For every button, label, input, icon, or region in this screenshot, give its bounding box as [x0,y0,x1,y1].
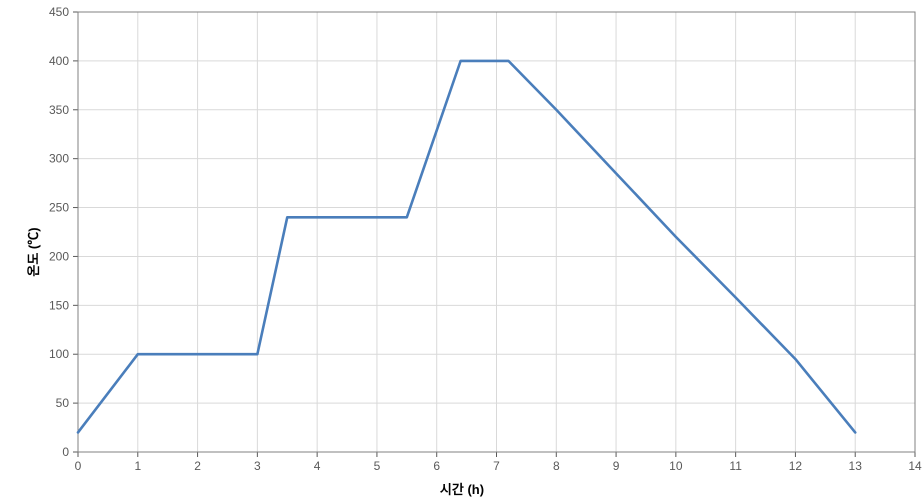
x-tick-label: 12 [789,459,803,473]
y-tick-label: 450 [49,5,69,19]
y-axis-label: 온도 (℃) [23,227,42,276]
x-tick-label: 10 [669,459,683,473]
y-tick-label: 300 [49,152,69,166]
y-tick-label: 100 [49,347,69,361]
x-tick-label: 14 [908,459,922,473]
x-tick-label: 6 [433,459,440,473]
y-tick-label: 50 [56,396,70,410]
chart-container: 0123456789101112131405010015020025030035… [0,0,924,504]
x-axis-label: 시간 (h) [440,479,484,498]
x-tick-label: 7 [493,459,500,473]
y-tick-label: 150 [49,298,69,312]
y-tick-label: 350 [49,103,69,117]
x-tick-label: 8 [553,459,560,473]
y-tick-label: 400 [49,54,69,68]
y-tick-label: 0 [62,445,69,459]
y-tick-label: 250 [49,201,69,215]
x-tick-label: 1 [134,459,141,473]
x-tick-label: 5 [374,459,381,473]
x-tick-label: 2 [194,459,201,473]
line-chart: 0123456789101112131405010015020025030035… [0,0,924,504]
x-tick-label: 11 [729,459,742,473]
x-tick-label: 9 [613,459,620,473]
x-tick-label: 3 [254,459,261,473]
x-tick-label: 4 [314,459,321,473]
x-tick-label: 13 [849,459,863,473]
x-tick-label: 0 [75,459,82,473]
y-tick-label: 200 [49,249,69,263]
